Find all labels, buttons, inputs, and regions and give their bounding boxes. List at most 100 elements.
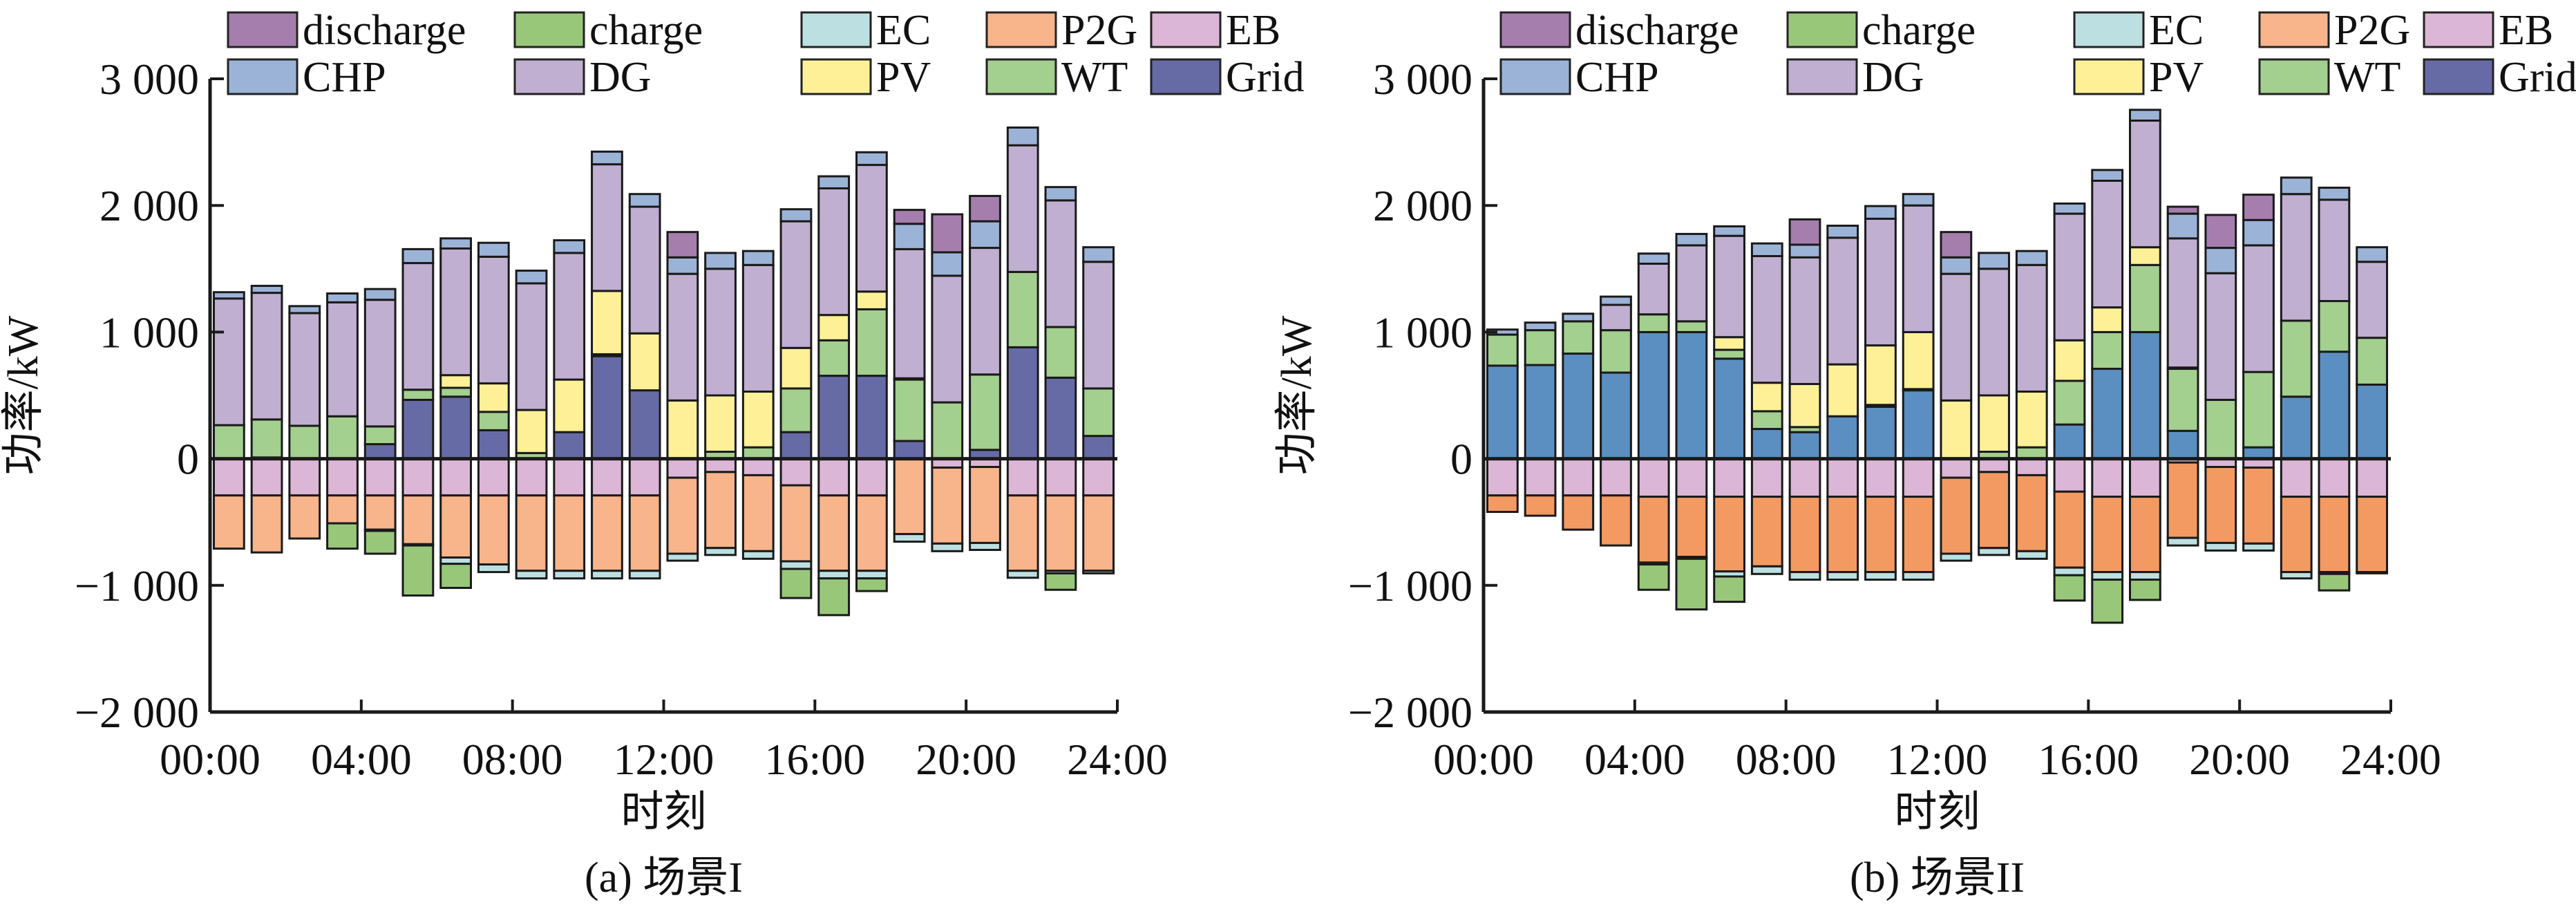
legend-item-eb: EB [1150,7,1280,54]
bar-segment-chp [2280,176,2313,196]
bar-segment-eb [1788,458,1821,498]
bar-segment-grid [2091,368,2124,460]
bar-stack-hour-2 [250,285,283,554]
bar-segment-chp [515,270,548,285]
bar-stack-hour-6 [1675,232,1708,611]
bar-segment-dg [628,205,661,335]
bar-stack-hour-1 [1486,328,1519,514]
panel-a: discharge charge EC P2G EB CHP DG PV WT Grid −2 00… [0,7,1305,901]
bar-stack-hour-5 [363,288,397,555]
bar-segment-pv [666,399,699,460]
bar-segment-chp [591,150,623,166]
bar-segment-p2g [1082,494,1115,572]
bar-segment-ec [1978,547,2010,556]
bar-segment-p2g [855,494,888,572]
y-tick-label: 2 000 [100,181,199,230]
bar-stack-hour-9 [515,270,548,580]
legend-label-eb: EB [2499,7,2553,54]
legend-item-dg: DG [1786,54,1924,101]
bar-segment-grid [2166,429,2199,460]
bar-segment-dg [1864,217,1897,347]
legend-swatch-discharge [227,11,299,48]
legend-item-wt: WT [2258,54,2400,101]
bar-segment-dg [855,164,888,293]
bar-stack-hour-20 [2204,214,2237,552]
x-tick-label: 00:00 [160,735,261,784]
bar-segment-eb [439,458,472,497]
y-axis-title: 功率/kW [0,315,47,475]
bar-segment-wt [2318,300,2351,353]
legend-item-chp: CHP [1499,54,1659,101]
bar-segment-dg [1713,234,1745,339]
bar-segment-dg [1044,199,1077,328]
bar-segment-grid [817,375,851,460]
bar-segment-grid [628,389,661,460]
bar-segment-chp [2242,218,2275,247]
bar-segment-discharge [969,194,1001,223]
bar-segment-ec [1006,570,1039,579]
bar-segment-p2g [363,494,397,531]
x-axis-title: 时刻 [1894,789,1980,836]
bar-segment-dg [893,247,926,380]
legend-label-discharge: discharge [303,7,466,54]
bar-stack-hour-2 [1524,321,1557,517]
bar-segment-charge [1713,575,1745,603]
legend-swatch-dg [513,58,585,95]
bar-segment-p2g [288,494,321,540]
y-tick-label: 1 000 [1373,308,1472,357]
bar-segment-grid [893,440,926,460]
bar-segment-chp [628,193,661,208]
bar-segment-dg [1750,254,1783,384]
bar-segment-ec [704,547,737,556]
bar-segment-dg [1940,272,1973,402]
bar-segment-wt [817,339,851,377]
bar-segment-wt [212,424,245,460]
bar-segment-wt [1006,270,1039,348]
y-tick-label: −2 000 [75,688,199,737]
legend-item-p2g: P2G [2258,7,2410,54]
bar-segment-wt [1750,410,1783,431]
bar-segment-dg [1788,256,1821,386]
bar-segment-chp [1940,256,1973,275]
legend-swatch-chp [227,58,299,95]
bar-segment-pv [2129,246,2161,266]
bar-segment-pv [1713,336,1745,351]
bar-segment-dg [363,299,397,428]
bar-segment-p2g [1524,494,1557,517]
bar-segment-chp [1864,205,1897,220]
bar-segment-pv [1826,363,1859,418]
bar-segment-chp [250,285,283,294]
bar-segment-chp [969,220,1001,250]
bar-segment-charge [1675,557,1708,611]
bar-segment-dg [931,274,964,404]
bar-segment-eb [2091,458,2124,498]
bar-segment-dg [553,252,586,381]
legend-swatch-ec [2073,11,2145,48]
bar-stack-hour-3 [288,305,321,540]
bar-segment-dg [817,187,851,317]
bar-stack-hour-15 [2015,250,2048,560]
legend-swatch-grid [1150,58,1222,95]
bar-stack-hour-16 [779,208,813,599]
panel-caption: (b) 场景II [1850,854,2025,901]
bar-stack-hour-5 [1637,252,1670,591]
bar-segment-p2g [1006,494,1039,572]
legend-label-dg: DG [589,54,652,101]
bar-segment-dg [250,292,283,421]
bar-segment-wt [779,387,813,433]
bar-segment-p2g [2091,496,2124,574]
bar-segment-grid [2318,350,2351,460]
bar-segment-chp [2053,202,2086,215]
bar-segment-ec [855,570,888,580]
legend-swatch-discharge [1499,11,1571,48]
bar-segment-ec [591,570,623,580]
bar-segment-chp [2015,250,2048,266]
bar-segment-p2g [212,494,245,550]
bar-segment-wt [2166,368,2199,432]
bar-segment-chp [1788,243,1821,259]
legend-swatch-ec [800,11,872,48]
bar-segment-wt [1562,320,1595,355]
y-tick-label: −1 000 [1348,561,1472,610]
bar-segment-dg [2318,198,2351,303]
bar-segment-eb [1044,458,1077,497]
